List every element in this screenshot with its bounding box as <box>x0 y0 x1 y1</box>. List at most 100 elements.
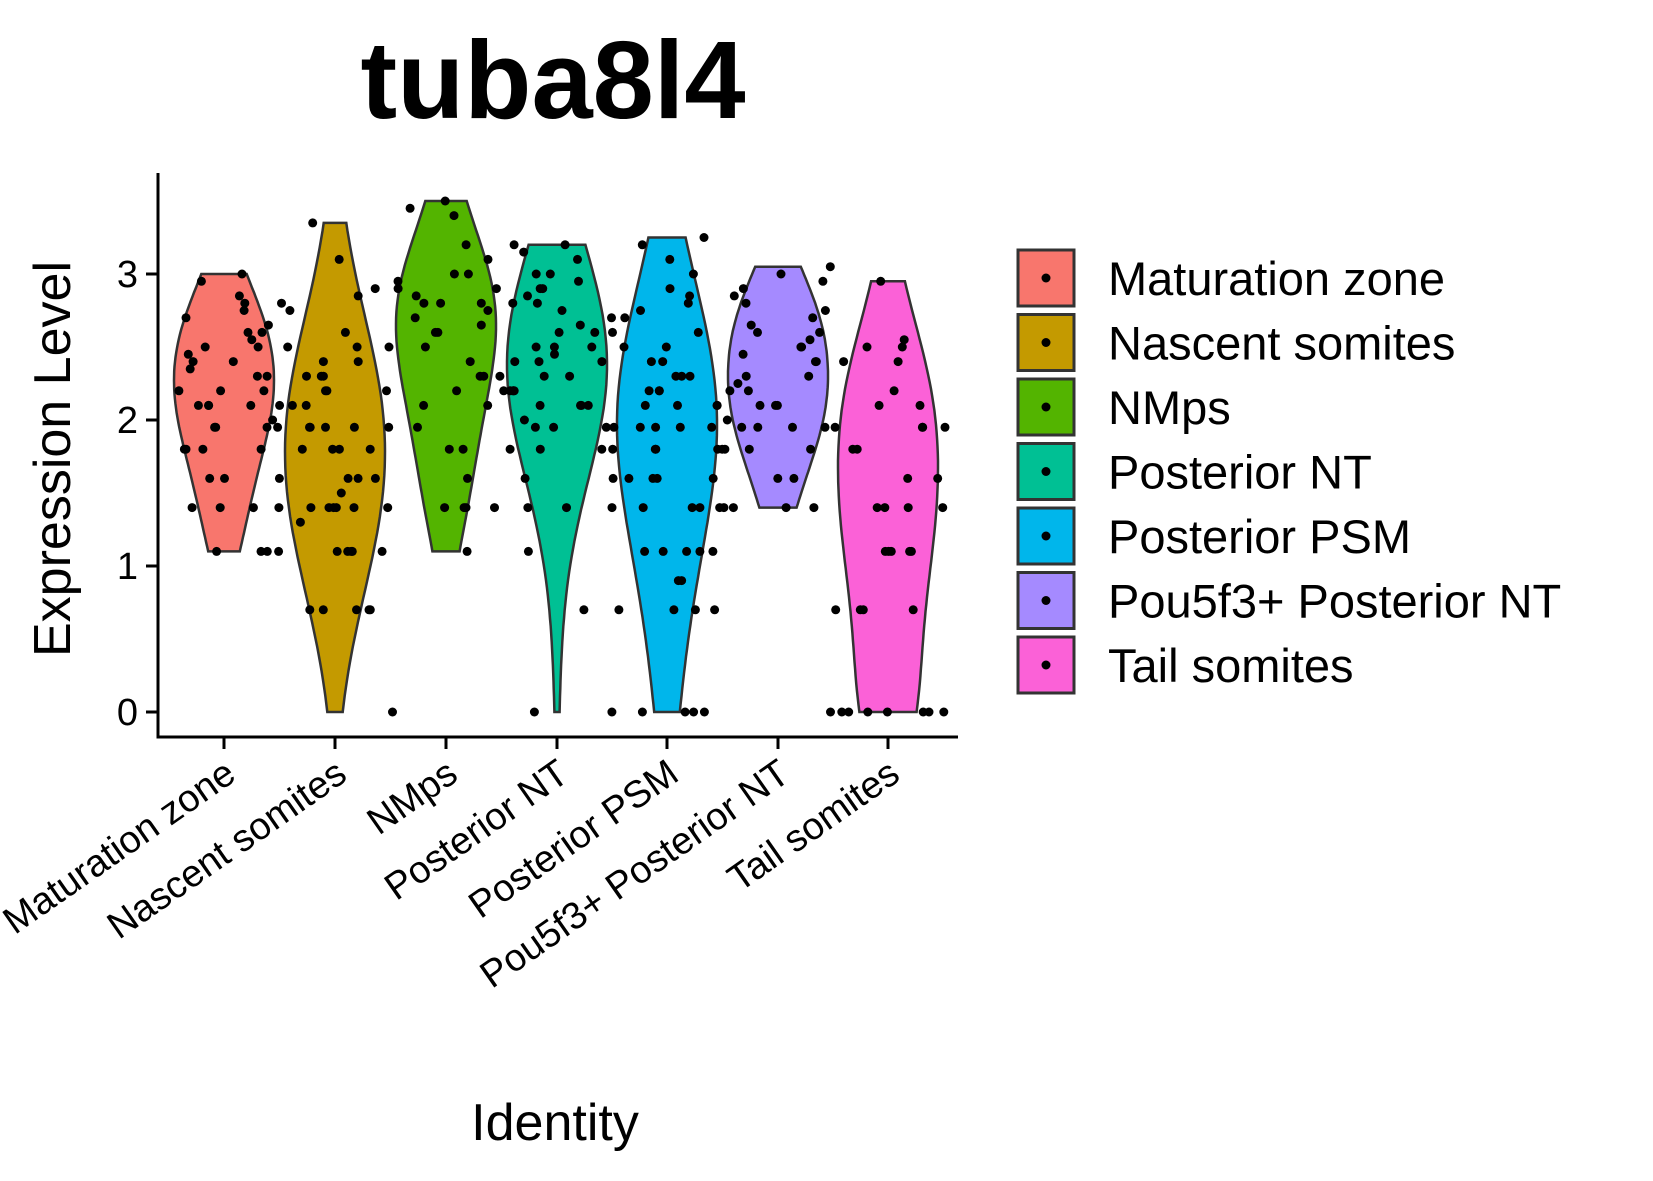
data-point <box>669 605 679 615</box>
data-point <box>508 298 518 308</box>
data-point <box>384 422 394 432</box>
violin-posterior-nt <box>505 243 609 714</box>
data-point <box>343 473 353 483</box>
data-point <box>815 327 825 337</box>
legend-swatch <box>1016 635 1076 695</box>
data-point <box>321 422 330 432</box>
data-point <box>744 444 754 454</box>
y-axis-title: Expression Level <box>24 261 82 657</box>
data-point <box>420 342 430 352</box>
data-point <box>880 503 890 513</box>
chart-title: tuba8l4 <box>360 19 745 142</box>
data-point <box>808 313 818 323</box>
data-point <box>393 276 403 286</box>
data-point <box>587 342 597 352</box>
data-point <box>680 707 690 717</box>
data-point <box>535 444 545 454</box>
data-point <box>903 473 913 483</box>
data-point <box>743 386 753 396</box>
data-point <box>688 269 698 279</box>
data-point <box>449 211 459 221</box>
data-point <box>248 503 258 513</box>
data-point <box>665 284 675 294</box>
data-point <box>863 707 873 717</box>
data-point <box>804 371 814 381</box>
data-point <box>262 546 272 556</box>
legend-label: Posterior PSM <box>1108 510 1411 563</box>
data-point <box>370 473 380 483</box>
data-point <box>449 269 459 279</box>
data-point <box>262 422 272 432</box>
data-point <box>893 357 903 367</box>
data-point <box>490 503 499 513</box>
data-point <box>377 546 387 556</box>
data-point <box>728 503 738 513</box>
data-point <box>720 444 730 454</box>
data-point <box>419 298 429 308</box>
data-point <box>638 503 648 513</box>
legend-point <box>1041 467 1051 476</box>
data-point <box>690 605 700 615</box>
data-point <box>440 196 450 206</box>
data-point <box>452 386 462 396</box>
data-point <box>918 422 928 432</box>
data-point <box>549 422 559 432</box>
data-point <box>347 546 357 556</box>
data-point <box>253 342 263 352</box>
data-point <box>753 422 763 432</box>
data-point <box>538 284 548 294</box>
data-point <box>273 422 283 432</box>
data-point <box>285 306 295 315</box>
data-point <box>444 444 454 454</box>
data-point <box>565 371 575 381</box>
data-point <box>573 254 582 264</box>
data-point <box>753 327 762 337</box>
data-point <box>461 240 471 250</box>
data-point <box>797 342 807 352</box>
data-point <box>212 546 222 556</box>
legend-point <box>1041 596 1051 605</box>
data-point <box>334 254 344 264</box>
data-point <box>531 269 541 279</box>
data-point <box>601 422 611 432</box>
data-point <box>654 386 664 396</box>
data-point <box>510 357 520 367</box>
legend-label: Tail somites <box>1108 639 1354 692</box>
data-point <box>637 707 647 717</box>
data-point <box>364 605 374 615</box>
data-point <box>844 707 854 717</box>
data-point <box>915 400 925 410</box>
data-point <box>365 444 375 454</box>
data-point <box>908 605 918 615</box>
data-point <box>215 503 225 513</box>
data-point <box>818 276 828 286</box>
data-point <box>545 269 555 279</box>
data-point <box>353 473 363 483</box>
data-point <box>336 488 346 498</box>
data-point <box>353 357 363 367</box>
data-point <box>476 298 486 308</box>
data-point <box>287 400 297 410</box>
data-point <box>554 327 564 337</box>
data-point <box>614 605 624 615</box>
data-point <box>608 327 617 337</box>
data-point <box>693 327 703 337</box>
legend-label: Maturation zone <box>1108 252 1445 305</box>
data-point <box>185 364 195 374</box>
data-point <box>179 444 189 454</box>
data-point <box>685 371 695 381</box>
data-point <box>874 400 884 410</box>
data-point <box>495 371 505 381</box>
data-point <box>725 386 735 396</box>
data-point <box>562 503 571 513</box>
data-point <box>353 291 363 301</box>
data-point <box>334 444 344 454</box>
violin-tail-somites <box>836 280 940 714</box>
data-point <box>259 386 269 396</box>
legend-label: Pou5f3+ Posterior NT <box>1108 575 1561 628</box>
data-point <box>247 335 257 345</box>
data-point <box>523 291 532 301</box>
data-point <box>499 386 509 396</box>
data-point <box>855 605 865 615</box>
data-point <box>440 503 450 513</box>
